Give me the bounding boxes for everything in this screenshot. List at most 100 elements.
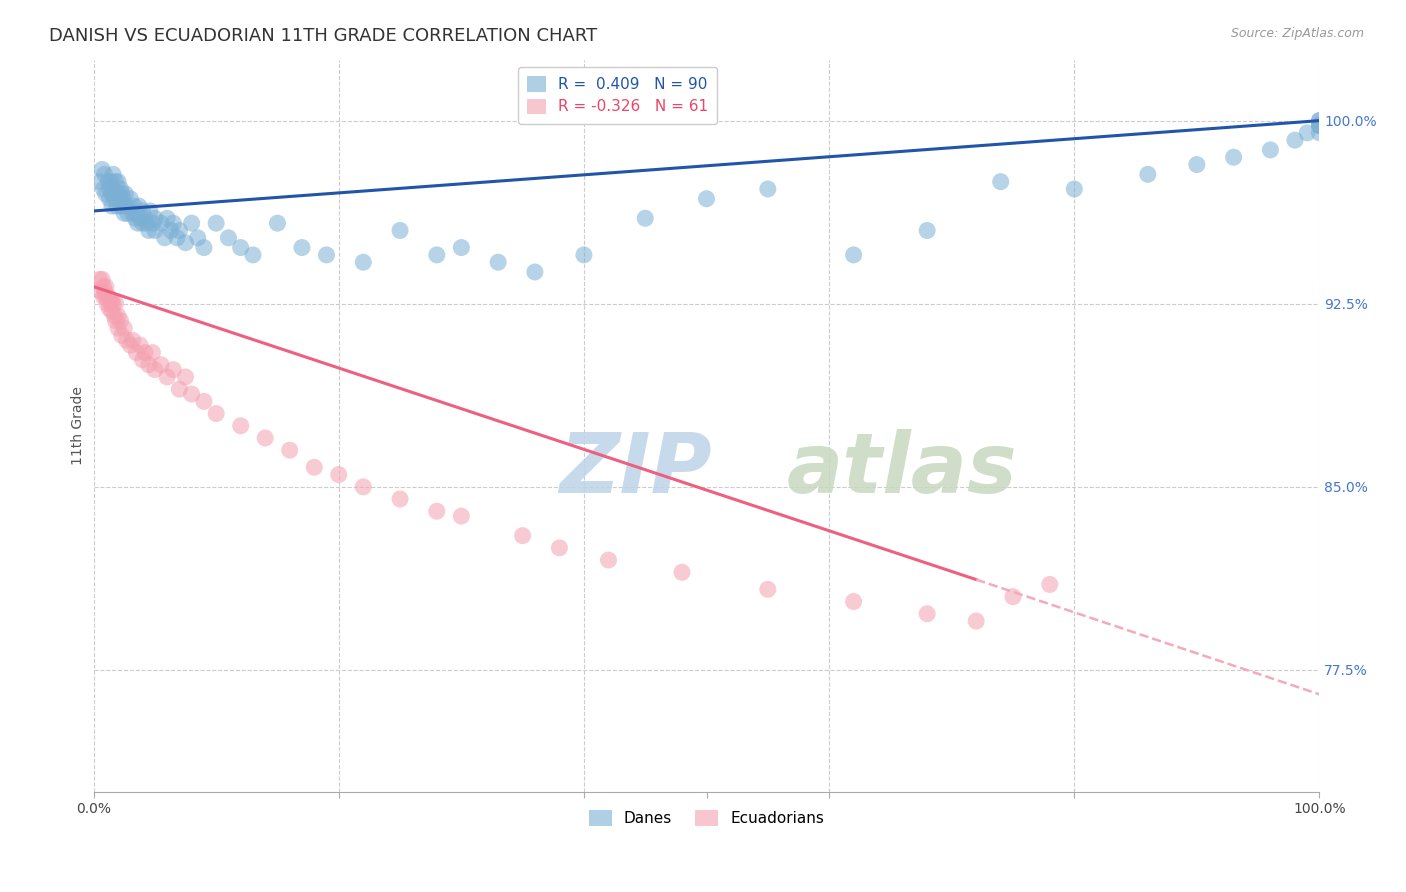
Point (110, 314, 132, 328)
Point (486, 255, 509, 269)
Point (125, 206, 148, 220)
Point (1222, 150, 1244, 164)
Point (1308, 119, 1330, 133)
Point (166, 231, 188, 245)
Point (174, 370, 197, 384)
Point (100, 296, 122, 310)
Point (153, 231, 176, 245)
Point (110, 199, 132, 213)
Point (598, 553, 620, 567)
Point (278, 443, 301, 458)
Point (352, 480, 374, 494)
Point (101, 199, 124, 213)
Legend: Danes, Ecuadorians: Danes, Ecuadorians (579, 801, 834, 836)
Point (104, 186, 127, 201)
Point (112, 199, 135, 213)
Point (162, 362, 184, 376)
Point (389, 223, 412, 237)
Point (174, 235, 197, 250)
Point (756, 182, 779, 196)
Point (89, 175, 111, 189)
Point (111, 192, 134, 206)
Point (352, 255, 374, 269)
Point (450, 241, 472, 255)
Point (1308, 113, 1330, 128)
Point (124, 211, 146, 226)
Point (94, 279, 117, 293)
Point (512, 528, 534, 542)
Point (122, 199, 145, 213)
Point (156, 370, 179, 384)
Point (1136, 167, 1159, 181)
Point (548, 541, 571, 555)
Point (103, 296, 125, 310)
Point (107, 186, 129, 201)
Point (254, 431, 277, 445)
Point (114, 186, 136, 201)
Point (98, 192, 121, 206)
Point (426, 248, 449, 262)
Point (111, 186, 134, 201)
Point (115, 199, 138, 213)
Text: Source: ZipAtlas.com: Source: ZipAtlas.com (1230, 27, 1364, 40)
Point (572, 248, 595, 262)
Point (121, 334, 143, 348)
Point (97, 175, 120, 189)
Point (93, 182, 115, 196)
Point (93, 285, 115, 299)
Point (141, 216, 163, 230)
Point (98, 182, 121, 196)
Point (104, 175, 127, 189)
Point (150, 216, 173, 230)
Point (315, 248, 337, 262)
Point (89, 272, 111, 286)
Point (1308, 119, 1330, 133)
Point (105, 199, 128, 213)
Point (104, 296, 127, 310)
Point (93, 167, 115, 181)
Point (1063, 182, 1085, 196)
Point (129, 338, 152, 352)
Point (104, 314, 127, 328)
Point (98, 301, 121, 316)
Point (108, 192, 131, 206)
Point (131, 203, 153, 218)
Point (193, 241, 215, 255)
Point (162, 216, 184, 230)
Point (965, 614, 987, 628)
Point (1308, 119, 1330, 133)
Y-axis label: 11th Grade: 11th Grade (72, 386, 86, 466)
Text: atlas: atlas (786, 429, 1017, 510)
Point (756, 582, 779, 597)
Point (671, 566, 693, 580)
Point (101, 294, 124, 309)
Point (129, 211, 152, 226)
Point (426, 504, 449, 518)
Point (94, 186, 117, 201)
Point (229, 241, 252, 255)
Point (103, 182, 125, 196)
Point (143, 223, 166, 237)
Point (103, 192, 125, 206)
Point (842, 594, 865, 608)
Point (98, 292, 121, 306)
Point (1308, 113, 1330, 128)
Point (103, 309, 125, 323)
Point (110, 182, 132, 196)
Point (229, 418, 252, 433)
Point (96, 296, 118, 310)
Text: ZIP: ZIP (560, 429, 711, 510)
Point (111, 328, 134, 343)
Point (90, 285, 112, 299)
Point (121, 206, 143, 220)
Point (915, 223, 938, 237)
Point (135, 216, 157, 230)
Point (180, 216, 202, 230)
Point (107, 321, 129, 335)
Point (159, 223, 181, 237)
Point (990, 175, 1012, 189)
Point (169, 223, 191, 237)
Point (1185, 157, 1208, 171)
Point (842, 248, 865, 262)
Point (138, 358, 160, 372)
